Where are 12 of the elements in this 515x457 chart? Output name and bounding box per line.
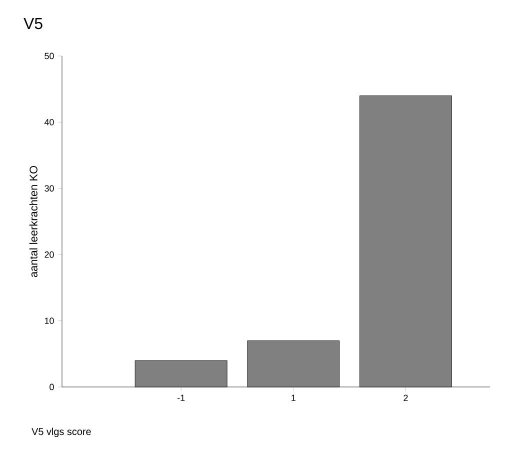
y-tick-label: 30	[44, 185, 54, 192]
y-tick-label: 40	[44, 119, 54, 126]
x-axis-title: V5 vlgs score	[32, 428, 91, 438]
y-tick-label: 50	[44, 52, 54, 60]
x-tick-label: 1	[292, 394, 296, 401]
chart-title: V5	[24, 18, 42, 30]
y-tick-label: 0	[50, 384, 54, 390]
y-tick-label: 20	[44, 251, 54, 258]
y-axis-title: aantal leerkrachten KO	[29, 166, 38, 278]
x-tick-label: -1	[178, 394, 185, 401]
x-tick-label: 2	[404, 394, 408, 402]
y-tick-label: 10	[44, 318, 54, 324]
